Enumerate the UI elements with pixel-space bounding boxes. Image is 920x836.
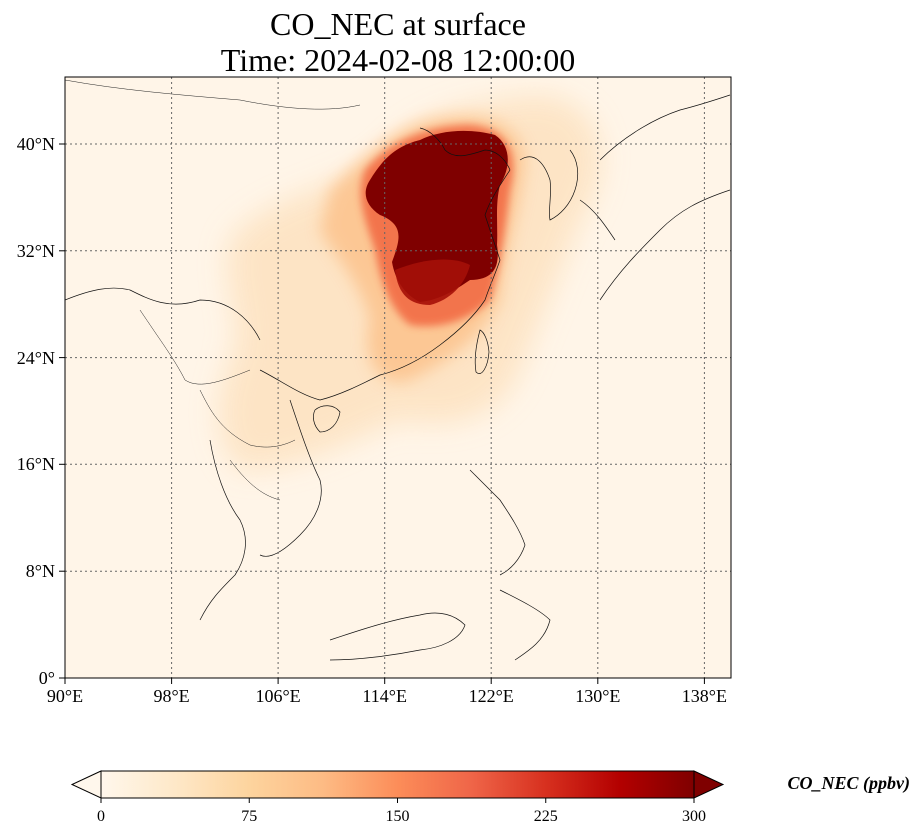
- borders: [65, 79, 361, 501]
- map-frame: [64, 76, 732, 679]
- colorbar-gradient: [101, 771, 694, 798]
- lon-tick-label: 98°E: [153, 686, 189, 706]
- lon-tick-label: 130°E: [575, 686, 620, 706]
- lat-tick-label: 8°N: [26, 561, 55, 581]
- lon-tick-label: 138°E: [682, 686, 727, 706]
- lon-tick-label: 90°E: [47, 686, 83, 706]
- lon-tick-label: 114°E: [362, 686, 407, 706]
- lat-tick-label: 32°N: [17, 241, 55, 261]
- lat-tick-label: 40°N: [17, 134, 55, 154]
- map-title: CO_NEC at surface: [270, 6, 526, 42]
- lon-tick-labels: 90°E 98°E 106°E 114°E 122°E 130°E 138°E: [47, 686, 727, 706]
- colorbar-title: CO_NEC (ppbv): [788, 773, 911, 794]
- colorbar-tick-label: 75: [241, 808, 257, 825]
- co-concentration-field: [65, 77, 731, 678]
- lon-tick-label: 122°E: [469, 686, 514, 706]
- lat-tick-label: 0°: [39, 668, 55, 688]
- plume-core: [365, 130, 508, 302]
- lon-tick-label: 106°E: [255, 686, 300, 706]
- colorbar-tick-label: 150: [386, 808, 410, 825]
- colorbar-tick-label: 300: [682, 808, 706, 825]
- colorbar-extend-low: [70, 770, 102, 799]
- lat-tick-label: 24°N: [17, 348, 55, 368]
- plume-core-south: [395, 259, 470, 305]
- colorbar-tick-label: 0: [97, 808, 105, 825]
- axis-ticks: [59, 143, 705, 684]
- coastlines: [65, 94, 731, 661]
- colorbar-extend-high: [693, 770, 725, 799]
- lat-tick-labels: 0° 8°N 16°N 24°N 32°N 40°N: [17, 134, 55, 688]
- map-subtitle: Time: 2024-02-08 12:00:00: [220, 42, 576, 78]
- colorbar: 0 75 150 225 300 CO_NEC (ppbv): [70, 770, 911, 825]
- colorbar-tick-label: 225: [534, 808, 558, 825]
- gridlines: [65, 77, 731, 678]
- lat-tick-label: 16°N: [17, 454, 55, 474]
